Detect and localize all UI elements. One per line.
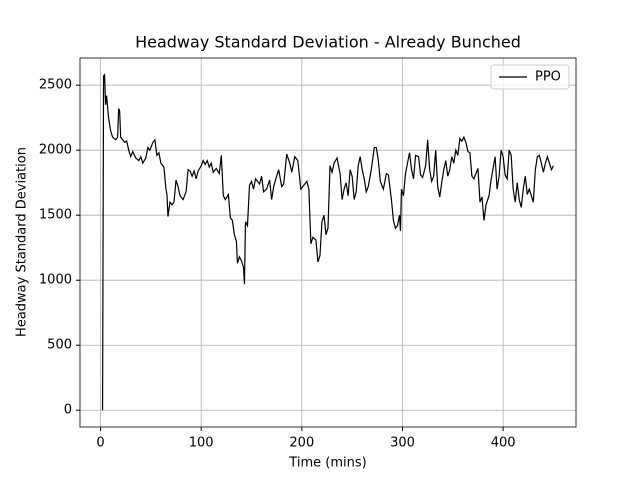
axes-frame [79,57,577,428]
x-tick-label: 100 [189,436,214,451]
x-tick-label: 300 [390,436,415,451]
y-tick-label: 1500 [39,208,72,223]
chart-title: Headway Standard Deviation - Already Bun… [135,33,521,52]
y-tick-label: 500 [47,338,72,353]
x-tick-label: 400 [491,436,516,451]
y-axis-label: Headway Standard Deviation [15,147,30,337]
x-tick-label: 0 [96,436,104,451]
x-axis-label: Time (mins) [288,456,366,471]
x-tick-label: 200 [289,436,314,451]
legend-label: PPO [535,70,561,85]
y-tick-label: 1000 [39,273,72,288]
y-tick-label: 2000 [39,143,72,158]
legend-box [490,64,570,90]
y-tick-label: 0 [64,403,72,418]
data-line [101,73,554,411]
y-tick-label: 2500 [39,78,72,93]
